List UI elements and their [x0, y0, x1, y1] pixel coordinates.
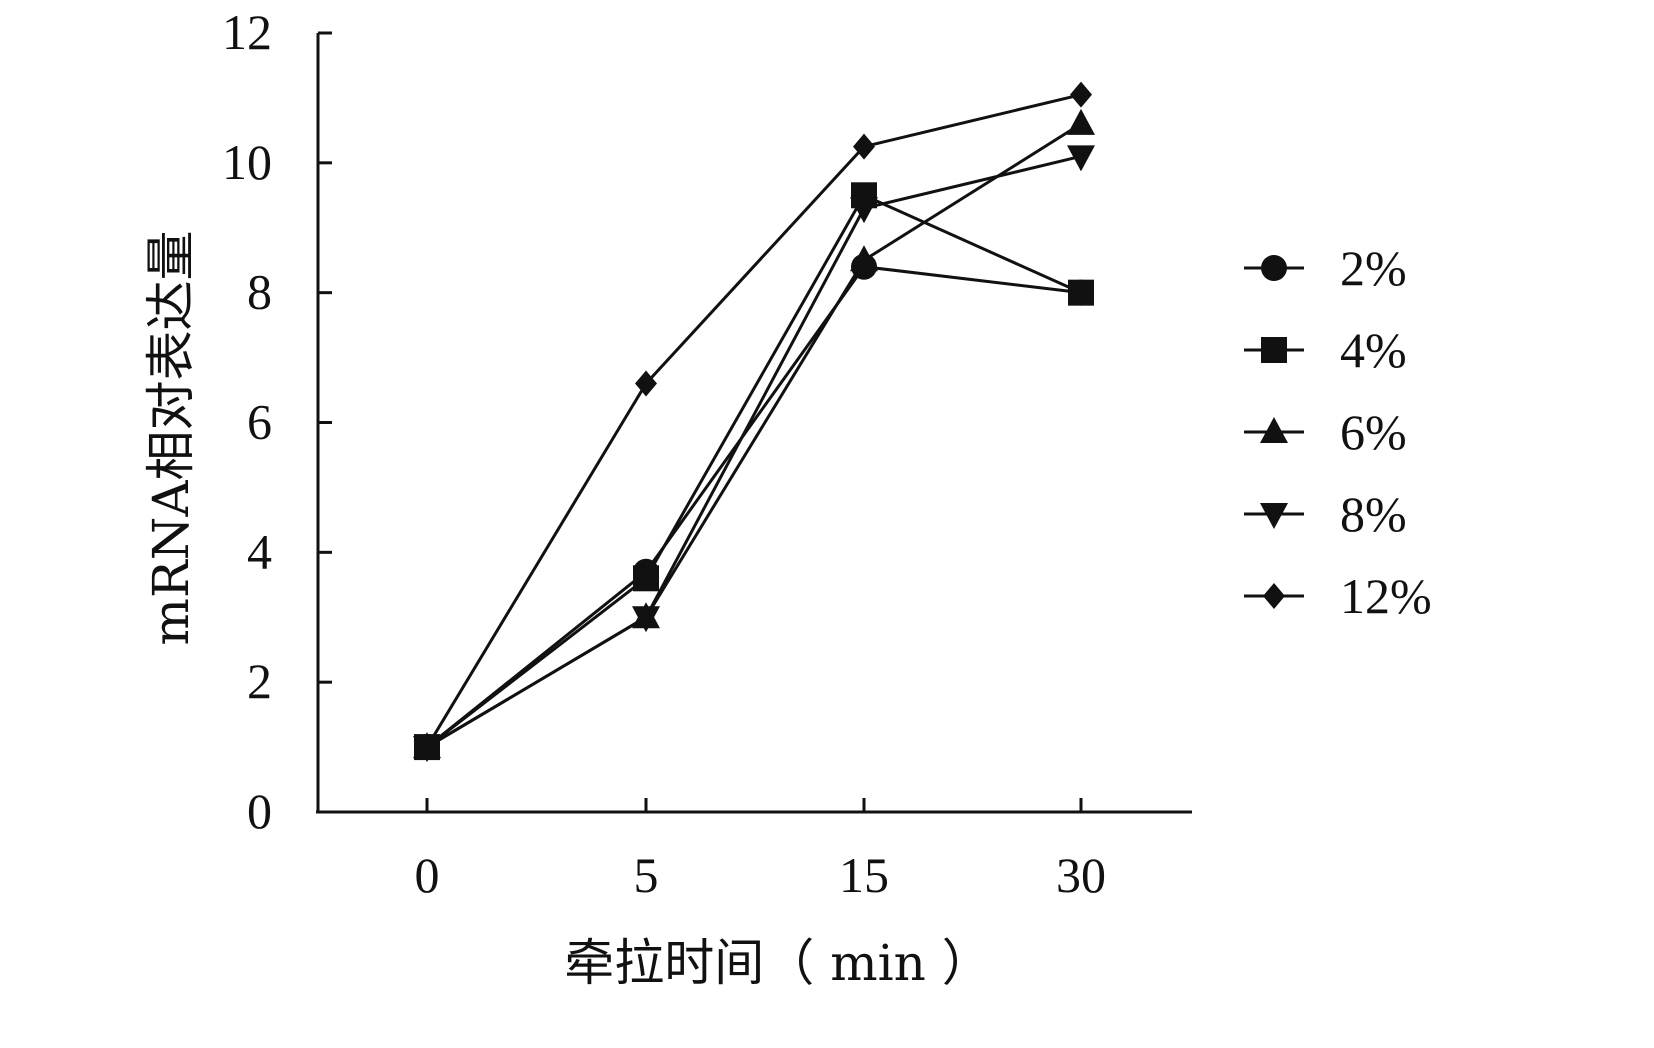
- y-tick-label-5: 10: [222, 134, 272, 190]
- legend-marker-2: [1260, 417, 1288, 443]
- data-point-3-1: [632, 606, 660, 633]
- legend-marker-4: [1263, 583, 1285, 609]
- legend-marker-1: [1261, 337, 1287, 363]
- series-line-4: [425, 93, 1082, 748]
- data-point-4-2: [853, 133, 875, 160]
- data-point-4-0: [416, 734, 438, 761]
- data-point-1-1: [633, 565, 659, 592]
- series-line-3: [426, 154, 1082, 749]
- legend-label-2: 6%: [1340, 404, 1407, 460]
- x-tick-label-2: 15: [839, 847, 889, 903]
- markers: [413, 81, 1095, 763]
- y-tick-label-0: 0: [247, 783, 272, 839]
- x-tick-label-3: 30: [1056, 847, 1106, 903]
- legend-label-0: 2%: [1340, 240, 1407, 296]
- y-tick-label-1: 2: [247, 653, 272, 709]
- data-point-4-3: [1070, 81, 1092, 108]
- y-tick-label-3: 6: [247, 394, 272, 450]
- legend-label-3: 8%: [1340, 486, 1407, 542]
- series-line-1: [426, 193, 1082, 749]
- series-line-0: [426, 265, 1082, 749]
- x-tick-label-0: 0: [415, 847, 440, 903]
- x-axis-title: 牵拉时间（ min ）: [564, 934, 991, 992]
- data-point-3-3: [1067, 145, 1095, 172]
- y-tick-label-6: 12: [222, 4, 272, 60]
- legend-label-4: 12%: [1340, 568, 1432, 624]
- ticks: 0 2 4 6 8 10 12 0 5 15 30: [222, 4, 1106, 903]
- data-point-3-2: [850, 197, 878, 224]
- legend-marker-3: [1260, 503, 1288, 529]
- series: [425, 93, 1082, 749]
- legend-label-1: 4%: [1340, 322, 1407, 378]
- data-point-2-2: [850, 245, 878, 272]
- data-point-2-3: [1067, 108, 1095, 135]
- y-axis-title: mRNA相对表达量: [142, 231, 200, 646]
- data-point-4-1: [635, 370, 657, 397]
- x-tick-label-1: 5: [634, 847, 659, 903]
- y-tick-label-2: 4: [247, 523, 272, 579]
- data-point-1-3: [1068, 279, 1094, 306]
- legend: 2% 4% 6% 8% 12%: [1244, 240, 1432, 624]
- legend-marker-0: [1261, 255, 1287, 281]
- series-line-2: [426, 122, 1082, 749]
- y-tick-label-4: 8: [247, 264, 272, 320]
